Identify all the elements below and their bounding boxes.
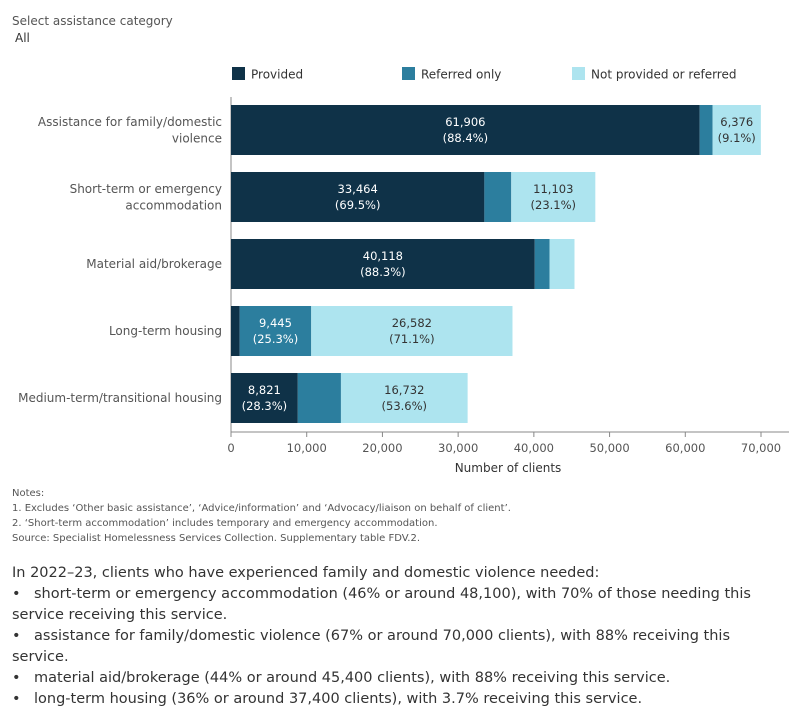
bar-segment bbox=[712, 105, 761, 155]
data-label-percent: (23.1%) bbox=[531, 198, 577, 212]
source-note: Source: Specialist Homelessness Services… bbox=[12, 533, 421, 544]
summary-item-text: material aid/brokerage (44% or around 45… bbox=[34, 670, 671, 686]
category-label: Medium-term/transitional housing bbox=[18, 391, 222, 405]
legend-swatch bbox=[232, 67, 245, 80]
filter-label: Select assistance category bbox=[12, 14, 173, 28]
data-label: 61,906 bbox=[445, 115, 485, 129]
x-tick-label: 20,000 bbox=[362, 441, 402, 455]
data-label-percent: (9.1%) bbox=[718, 131, 756, 145]
chart-notes: Notes: 1. Excludes ‘Other basic assistan… bbox=[12, 486, 511, 546]
category-label: Short-term or emergency bbox=[70, 182, 222, 196]
summary-item-text: assistance for family/domestic violence … bbox=[12, 628, 731, 665]
filter-value[interactable]: All bbox=[15, 31, 30, 45]
x-tick-label: 30,000 bbox=[438, 441, 478, 455]
bar-segment bbox=[340, 373, 468, 423]
data-label: 6,376 bbox=[720, 115, 753, 129]
category-label: Assistance for family/domestic bbox=[38, 115, 222, 129]
bar-segment bbox=[484, 172, 512, 222]
summary-item-text: long-term housing (36% or around 37,400 … bbox=[34, 691, 643, 707]
assistance-category-filter[interactable]: Select assistance category All bbox=[12, 14, 173, 45]
bar-segment bbox=[534, 239, 550, 289]
bar-segment bbox=[297, 373, 341, 423]
summary-intro: In 2022–23, clients who have experienced… bbox=[12, 565, 600, 581]
bar-segment bbox=[239, 306, 312, 356]
summary-item: • material aid/brokerage (44% or around 4… bbox=[12, 668, 788, 689]
data-label: 26,582 bbox=[392, 316, 432, 330]
bar-segment bbox=[231, 373, 298, 423]
category-label: Material aid/brokerage bbox=[86, 257, 222, 271]
x-tick-label: 70,000 bbox=[741, 441, 781, 455]
bar-segment bbox=[311, 306, 513, 356]
bar-segment bbox=[511, 172, 596, 222]
bar-segment bbox=[549, 239, 575, 289]
category-label: Long-term housing bbox=[109, 324, 222, 338]
summary-text: In 2022–23, clients who have experienced… bbox=[12, 563, 788, 710]
note-1: 1. Excludes ‘Other basic assistance’, ‘A… bbox=[12, 503, 511, 514]
summary-item: • assistance for family/domestic violence… bbox=[12, 626, 788, 668]
summary-list: • short-term or emergency accommodation (… bbox=[12, 584, 788, 710]
legend-swatch bbox=[572, 67, 585, 80]
data-label-percent: (88.4%) bbox=[443, 131, 489, 145]
bar-segment bbox=[231, 306, 240, 356]
category-label: accommodation bbox=[125, 198, 222, 212]
data-label-percent: (53.6%) bbox=[382, 399, 428, 413]
bar-segment bbox=[231, 105, 700, 155]
data-label: 9,445 bbox=[259, 316, 292, 330]
bar-segment bbox=[699, 105, 713, 155]
notes-heading: Notes: bbox=[12, 488, 45, 499]
bullet-icon: • bbox=[12, 586, 21, 602]
bullet-icon: • bbox=[12, 628, 21, 644]
legend-swatch bbox=[402, 67, 415, 80]
data-label: 40,118 bbox=[363, 249, 403, 263]
category-label: violence bbox=[172, 131, 222, 145]
x-tick-label: 10,000 bbox=[287, 441, 327, 455]
note-2: 2. ‘Short-term accommodation’ includes t… bbox=[12, 518, 438, 529]
legend-label: Not provided or referred bbox=[591, 68, 736, 82]
data-label-percent: (25.3%) bbox=[253, 332, 299, 346]
x-tick-label: 40,000 bbox=[514, 441, 554, 455]
data-label: 11,103 bbox=[533, 182, 573, 196]
bar-segment bbox=[231, 239, 535, 289]
x-axis-title: Number of clients bbox=[455, 461, 562, 475]
legend-label: Provided bbox=[251, 68, 303, 82]
data-label: 8,821 bbox=[248, 383, 281, 397]
stacked-bar-chart: Provided Referred only Not provided or ref… bbox=[18, 67, 789, 475]
data-label: 16,732 bbox=[384, 383, 424, 397]
data-label-percent: (88.3%) bbox=[360, 265, 406, 279]
x-tick-label: 50,000 bbox=[589, 441, 629, 455]
legend-label: Referred only bbox=[421, 68, 501, 82]
summary-item: • short-term or emergency accommodation (… bbox=[12, 584, 788, 626]
bullet-icon: • bbox=[12, 670, 21, 686]
summary-item-text: short-term or emergency accommodation (4… bbox=[12, 586, 751, 623]
bullet-icon: • bbox=[12, 691, 21, 707]
data-label-percent: (69.5%) bbox=[335, 198, 381, 212]
data-label-percent: (28.3%) bbox=[242, 399, 288, 413]
x-tick-label: 60,000 bbox=[665, 441, 705, 455]
data-label-percent: (71.1%) bbox=[389, 332, 435, 346]
x-tick-label: 0 bbox=[227, 441, 234, 455]
bar-segment bbox=[231, 172, 485, 222]
data-label: 33,464 bbox=[338, 182, 378, 196]
